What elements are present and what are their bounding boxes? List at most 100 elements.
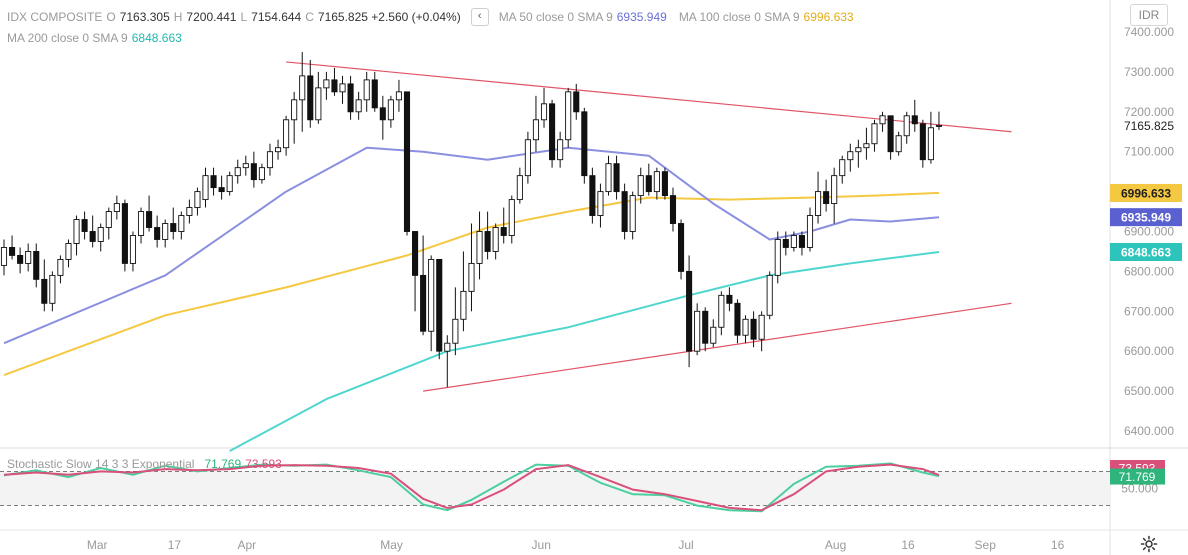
candle-body [395,91,402,101]
stoch-d-value: 73.593 [245,457,282,471]
candle-body [379,107,386,121]
ma100-label: MA 100 close 0 SMA 9 [678,10,800,24]
candle-body [210,175,217,189]
candle-body [613,163,620,193]
candle-body [33,250,40,280]
candle-body [129,235,137,264]
stoch-d-line [3,463,940,512]
candle-body [299,75,306,101]
candle-body [403,91,411,232]
candle-body [871,123,878,145]
y-tick-label: 6400.000 [1124,424,1174,438]
ma50-value: 6935.949 [616,10,667,24]
stoch-name: Stochastic Slow 14 3 3 Exponential [7,457,195,471]
candle-body [73,219,80,244]
candle-body [750,318,757,340]
candle-body [178,215,185,232]
candle-body [919,123,926,161]
open-value: 7163.305 [119,10,170,24]
candle-body [597,191,604,216]
candle-body [758,314,765,340]
ma200-value: 6848.663 [131,31,182,45]
candle-body [266,151,274,169]
candle-body [57,258,64,276]
stoch-k-tag-bg [1110,468,1165,485]
candle-body [363,79,370,101]
candle-body [847,151,854,161]
candle-body [428,258,435,332]
y-tick-label: 6800.000 [1124,264,1174,278]
candle-body [686,270,693,352]
candle-body [484,231,491,252]
ma200-legend: MA 200 close 0 SMA 9 6848.663 [7,31,182,45]
open-label: O [106,10,116,24]
currency-button[interactable]: IDR [1130,4,1168,26]
candle-body [702,310,709,344]
ma50-price-tag: 6935.949 [1121,211,1171,225]
candle-body [839,159,846,177]
candle-body [25,250,32,264]
candle-body [17,254,24,264]
ma200-line [229,251,940,452]
candle-body [420,274,427,332]
y-tick-label: 7100.000 [1124,145,1174,159]
x-tick-label: May [380,538,403,552]
candle-body [307,75,314,121]
close-value: 7165.825 +2.560 (+0.04%) [317,10,461,24]
candle-body [323,79,330,89]
candle-body [113,203,120,213]
candle-body [831,175,838,205]
candle-body [573,91,580,113]
ma200-label: MA 200 close 0 SMA 9 [7,31,128,45]
x-tick-label: 16 [1051,538,1065,552]
last-price-label: 7165.825 [1124,119,1174,133]
ma50-label: MA 50 close 0 SMA 9 [498,10,613,24]
chevron-left-icon[interactable]: ‹ [470,8,489,26]
candle-body [339,83,346,93]
low-value: 7154.644 [251,10,302,24]
stoch-k-value: 71.769 [204,457,242,471]
candle-body [121,203,128,264]
high-value: 7200.441 [186,10,237,24]
candle-body [468,262,475,292]
candle-body [823,191,830,205]
candle-body [661,171,668,197]
candle-body [710,326,717,344]
gear-icon[interactable] [1140,535,1158,553]
candle-body [790,235,797,248]
candle-body [162,223,169,240]
candle-body [274,147,282,153]
candle-body [677,223,685,272]
high-label: H [173,10,183,24]
candle-body [855,147,862,153]
candle-body [460,290,467,320]
ma100-price-tag: 6996.633 [1121,186,1171,200]
candle-body [927,127,934,161]
candle-body [41,278,48,304]
candle-body [371,79,378,109]
x-tick-label: 17 [168,538,182,552]
candle-body [105,211,112,228]
candle-body [444,342,451,352]
candle-body [508,199,515,236]
candle-body [798,235,805,248]
candle-body [202,175,209,201]
stoch-legend: Stochastic Slow 14 3 3 Exponential 71.76… [7,457,282,471]
candle-body [387,99,394,121]
y-tick-label: 6600.000 [1124,344,1174,358]
close-label: C [305,10,314,24]
candle-body [516,175,523,201]
candle-body [250,163,257,181]
candle-body [806,215,814,248]
candle-body [903,115,910,137]
ma50-line [3,146,940,345]
candle-body [331,79,338,93]
x-tick-label: Apr [237,538,256,552]
candle-body [154,227,161,240]
y-tick-label: 6700.000 [1124,304,1174,318]
candle-body [137,211,145,236]
x-tick-label: 16 [901,538,915,552]
candle-body [895,135,902,153]
candle-body [89,231,96,242]
